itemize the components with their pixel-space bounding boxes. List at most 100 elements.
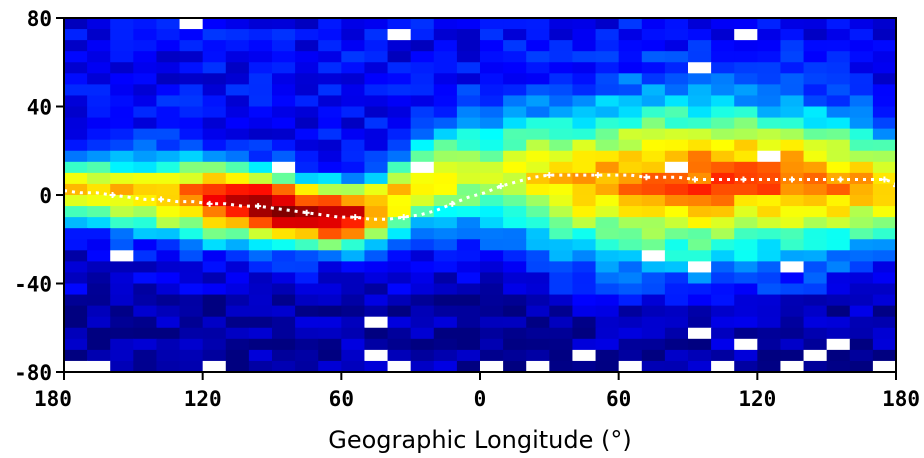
heatmap-cell [295,29,319,41]
heatmap-cell [734,106,758,119]
heatmap-cell [688,106,712,119]
heatmap-cell [780,106,805,119]
heatmap-cell [711,73,735,85]
heatmap-cell [688,51,712,63]
heatmap-cell [480,338,504,351]
heatmap-cell [456,261,481,274]
heatmap-cell [456,139,481,152]
heatmap-cell [664,316,689,329]
heatmap-cell [87,294,111,307]
heatmap-cell [179,305,204,318]
heatmap-cell [341,349,366,362]
heatmap-cell [711,206,735,218]
heatmap-cell [734,183,758,196]
heatmap-cell [688,261,712,274]
heatmap-cell [387,272,412,285]
heatmap-cell [572,40,597,52]
heatmap-cell [595,316,620,329]
heatmap-cell [456,172,481,185]
heatmap-cell [341,360,366,373]
heatmap-cell [526,239,550,251]
heatmap-cell [549,327,574,340]
heatmap-cell [248,239,273,251]
heatmap-cell [295,261,319,274]
heatmap-cell [225,150,250,163]
heatmap-cell [433,228,458,240]
heatmap-cell [133,316,158,329]
heatmap-cell [387,117,412,130]
heatmap-cell [688,316,712,329]
heatmap-cell [202,18,227,30]
heatmap-cell [780,128,805,141]
heatmap-cell [826,206,851,218]
heatmap-cell [734,117,758,130]
heatmap-cell [688,305,712,318]
heatmap-cell [64,206,88,218]
heatmap-cell [156,117,181,130]
heatmap-cell [480,360,504,373]
heatmap-cell [387,84,412,97]
heatmap-cell [849,272,874,285]
heatmap-cell [295,84,319,97]
heatmap-cell [688,327,712,340]
heatmap-cell [595,283,620,296]
heatmap-cell [272,305,296,318]
heatmap-cell [295,51,319,63]
heatmap-cell [526,305,550,318]
magnetic-equator-marker [352,214,359,221]
heatmap-cell [225,29,250,41]
heatmap-cell [595,40,620,52]
heatmap-cell [872,62,897,74]
heatmap-cell [595,305,620,318]
heatmap-cell [387,283,412,296]
heatmap-cell [110,29,134,41]
heatmap-cell [664,106,689,119]
heatmap-cell [225,195,250,207]
heatmap-cell [110,172,134,185]
heatmap-cell [364,349,389,362]
heatmap-cell [734,73,758,85]
heatmap-cell [248,283,273,296]
heatmap-cell [780,239,805,251]
heatmap-cell [110,327,134,340]
heatmap-cell [618,150,643,163]
heatmap-cell [364,29,389,41]
heatmap-cell [595,183,620,196]
heatmap-cell [641,106,666,119]
heatmap-cell [549,316,574,329]
heatmap-cell [318,62,342,74]
heatmap-cell [272,106,296,119]
heatmap-cell [849,228,874,240]
heatmap-cell [849,305,874,318]
heatmap-cell [803,338,828,351]
heatmap-cell [595,349,620,362]
heatmap-cell [734,360,758,373]
heatmap-cell [156,161,181,174]
heatmap-cell [318,161,342,174]
heatmap-cell [849,360,874,373]
heatmap-cell [179,250,204,262]
heatmap-cell [826,294,851,307]
heatmap-cell [549,206,574,218]
heatmap-cell [826,360,851,373]
heatmap-cell [664,305,689,318]
heatmap-cell [688,150,712,163]
heatmap-cell [480,327,504,340]
heatmap-cell [803,29,828,41]
heatmap-cell [433,338,458,351]
heatmap-cell [387,128,412,141]
heatmap-cell [387,18,412,30]
heatmap-cell [64,128,88,141]
heatmap-cell [688,195,712,207]
heatmap-cell [456,272,481,285]
heatmap-cell [272,217,296,229]
heatmap-cell [872,51,897,63]
heatmap-cell [87,228,111,240]
heatmap-cell [618,51,643,63]
heatmap-cell [711,316,735,329]
heatmap-cell [641,172,666,185]
heatmap-cell [364,305,389,318]
heatmap-cell [618,139,643,152]
y-tick-label: -80 [14,361,52,385]
heatmap-cell [179,51,204,63]
